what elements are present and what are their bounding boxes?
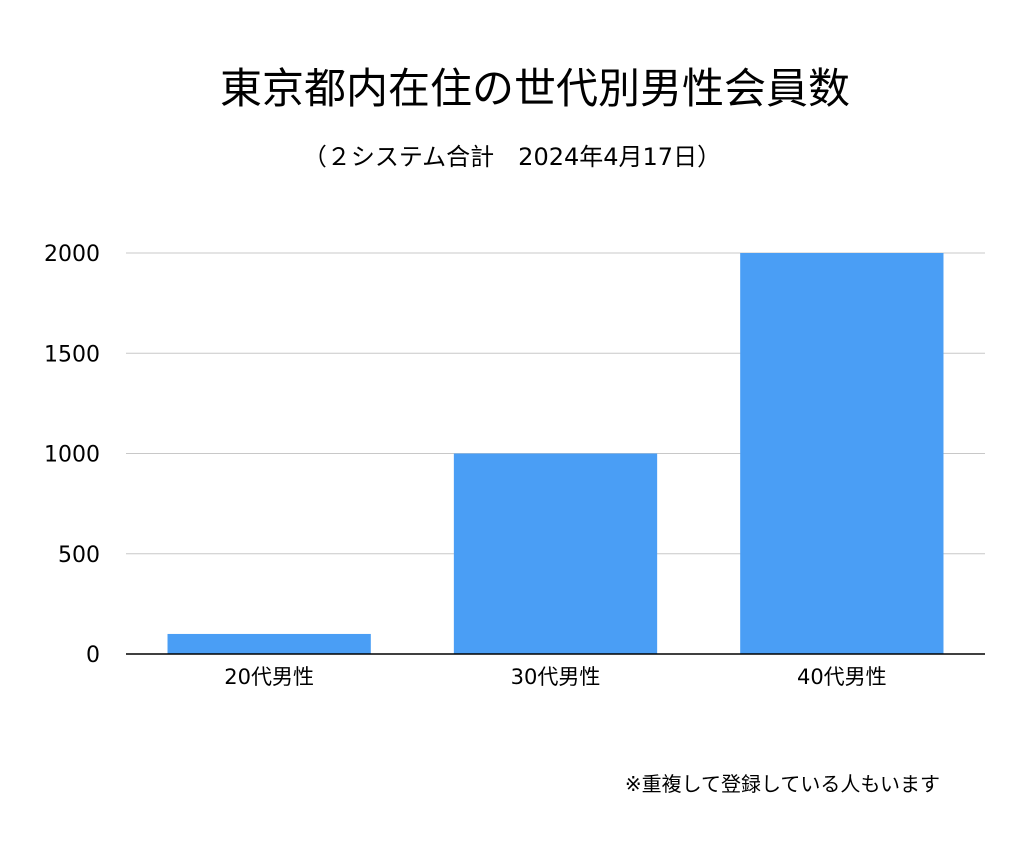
y-tick-label: 500 [58, 543, 100, 568]
x-tick-label: 30代男性 [511, 665, 601, 689]
y-tick-label: 1500 [44, 342, 100, 367]
y-axis-tick-labels: 0 500 1000 1500 2000 [44, 242, 100, 668]
bar [740, 253, 944, 654]
bar [453, 453, 658, 654]
footnote: ※重複して登録している人もいます [625, 772, 940, 796]
y-tick-label: 2000 [44, 242, 100, 267]
x-tick-label: 40代男性 [797, 665, 887, 689]
chart-title: 東京都内在住の世代別男性会員数 [220, 64, 850, 113]
x-axis-tick-labels: 20代男性 30代男性 40代男性 [224, 665, 886, 689]
bars [167, 253, 944, 654]
bar [167, 633, 371, 654]
y-tick-label: 0 [86, 643, 100, 668]
y-tick-label: 1000 [44, 443, 100, 468]
x-tick-label: 20代男性 [224, 665, 314, 689]
chart-subtitle: （２システム合計 2024年4月17日） [303, 143, 721, 171]
